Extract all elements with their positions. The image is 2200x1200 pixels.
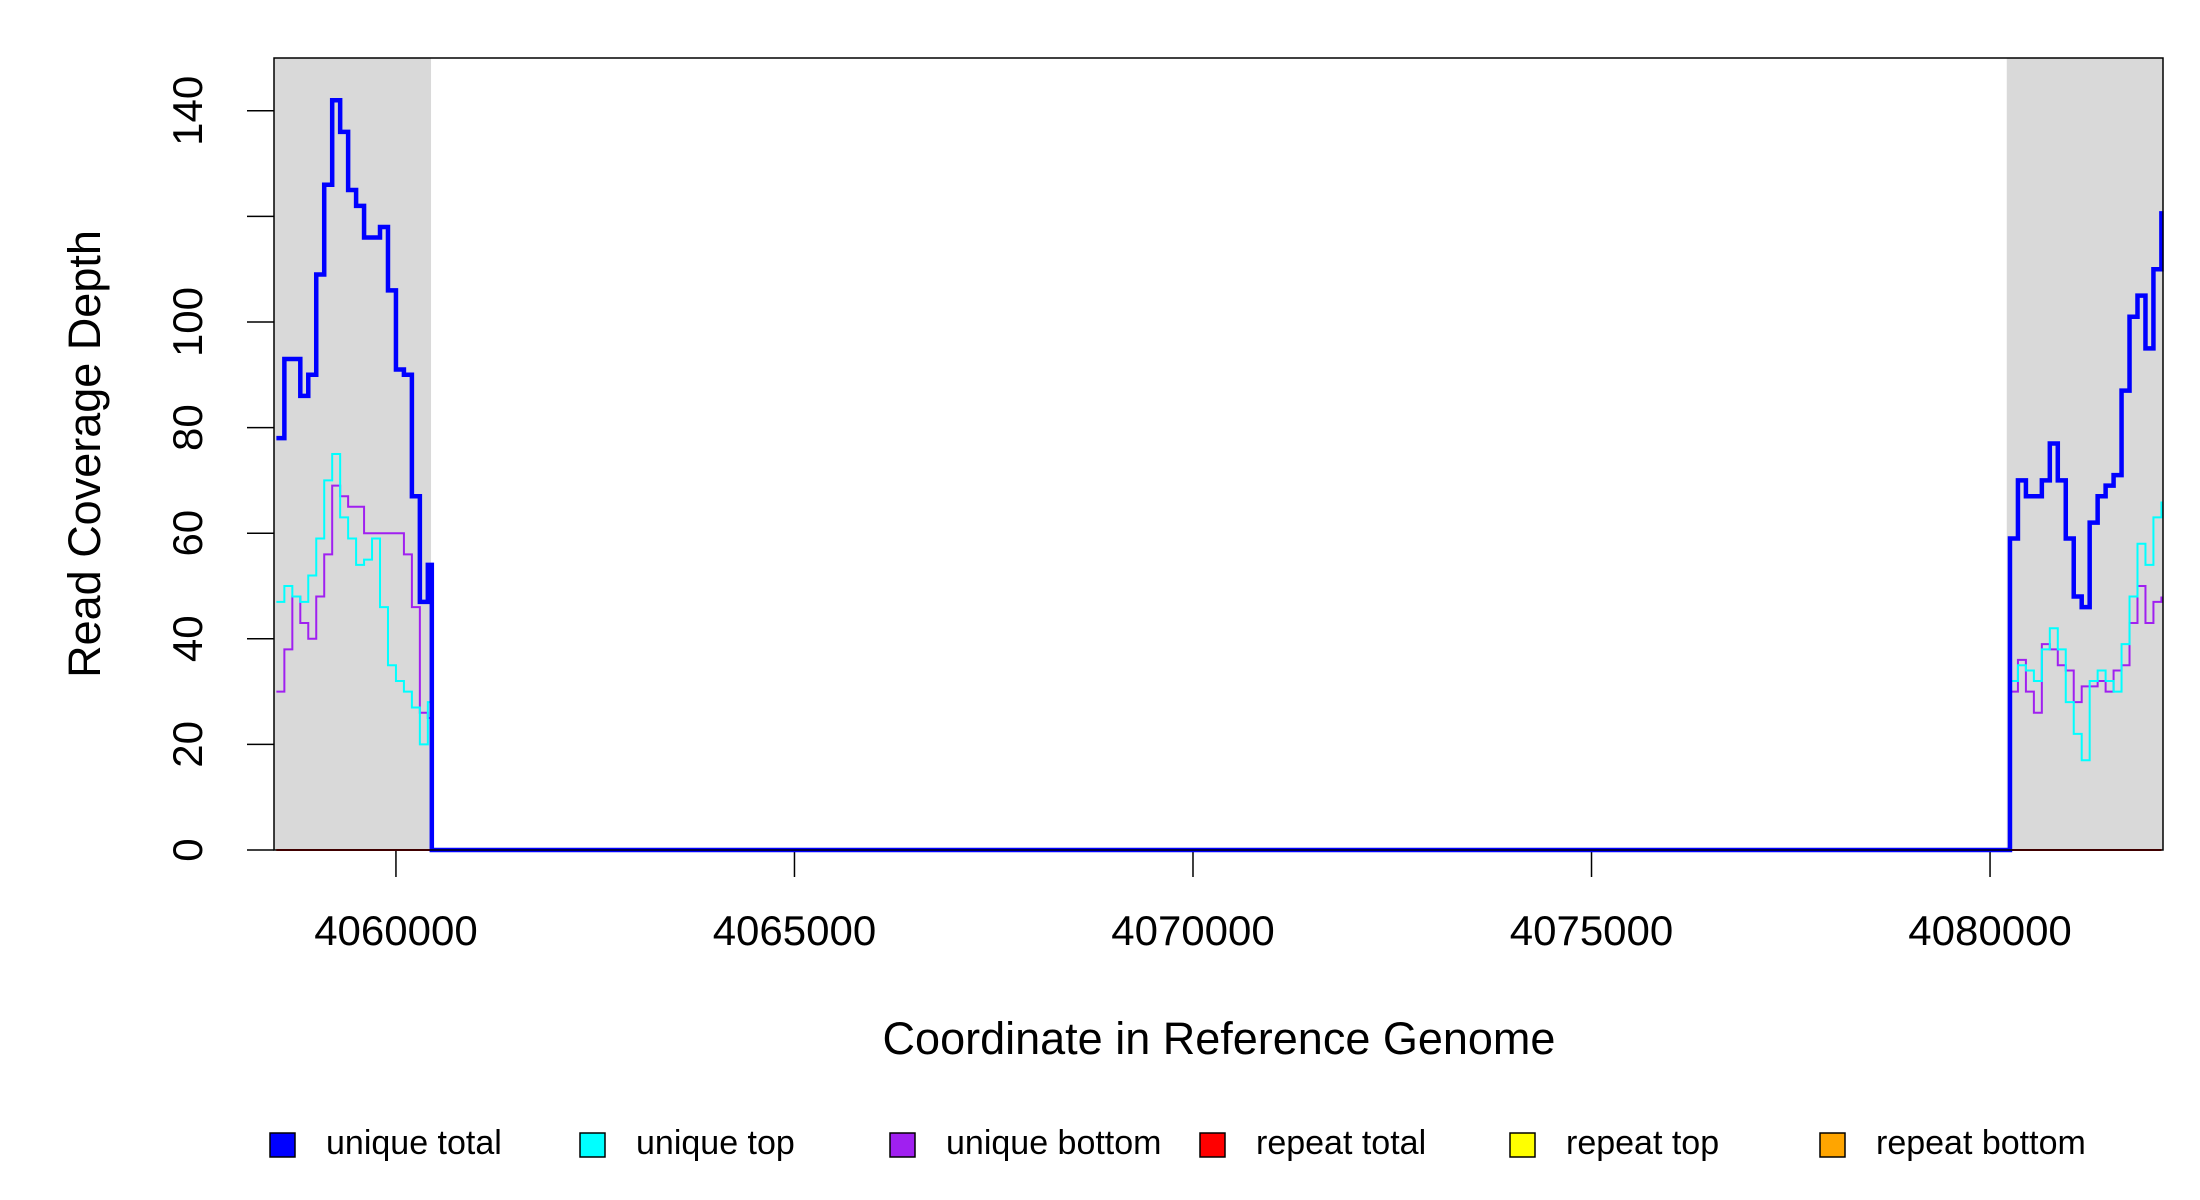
legend-label: unique top <box>636 1124 795 1162</box>
legend-swatch <box>269 1132 296 1158</box>
legend-swatch <box>889 1132 916 1158</box>
series-line <box>276 97 2164 853</box>
legend-swatch <box>1819 1132 1846 1158</box>
legend-label: unique total <box>326 1124 502 1162</box>
legend-label: repeat bottom <box>1876 1124 2086 1162</box>
legend-label: repeat total <box>1256 1124 1426 1162</box>
x-axis-title: Coordinate in Reference Genome <box>883 1013 1556 1064</box>
legend-label: repeat top <box>1566 1124 1719 1162</box>
y-axis-title: Read Coverage Depth <box>59 230 110 678</box>
series-line <box>276 453 2163 851</box>
legend-swatch <box>1199 1132 1226 1158</box>
series-line <box>276 484 2163 851</box>
y-tick-label: 140 <box>164 76 211 146</box>
x-tick-label: 4060000 <box>314 907 478 954</box>
y-tick-label: 100 <box>164 287 211 357</box>
x-tick-label: 4080000 <box>1908 907 2072 954</box>
legend-swatch <box>1509 1132 1536 1158</box>
legend-label: unique bottom <box>946 1124 1162 1162</box>
legend-swatch <box>579 1132 606 1158</box>
x-tick-label: 4075000 <box>1510 907 1674 954</box>
y-tick-label: 60 <box>164 510 211 557</box>
y-tick-label: 80 <box>164 404 211 451</box>
x-tick-label: 4065000 <box>713 907 877 954</box>
shaded-region <box>274 58 432 850</box>
y-tick-label: 20 <box>164 721 211 768</box>
shaded-region <box>2006 58 2163 850</box>
y-tick-label: 0 <box>164 838 211 861</box>
y-tick-label: 40 <box>164 615 211 662</box>
plot-frame <box>273 57 2164 851</box>
x-tick-label: 4070000 <box>1111 907 1275 954</box>
